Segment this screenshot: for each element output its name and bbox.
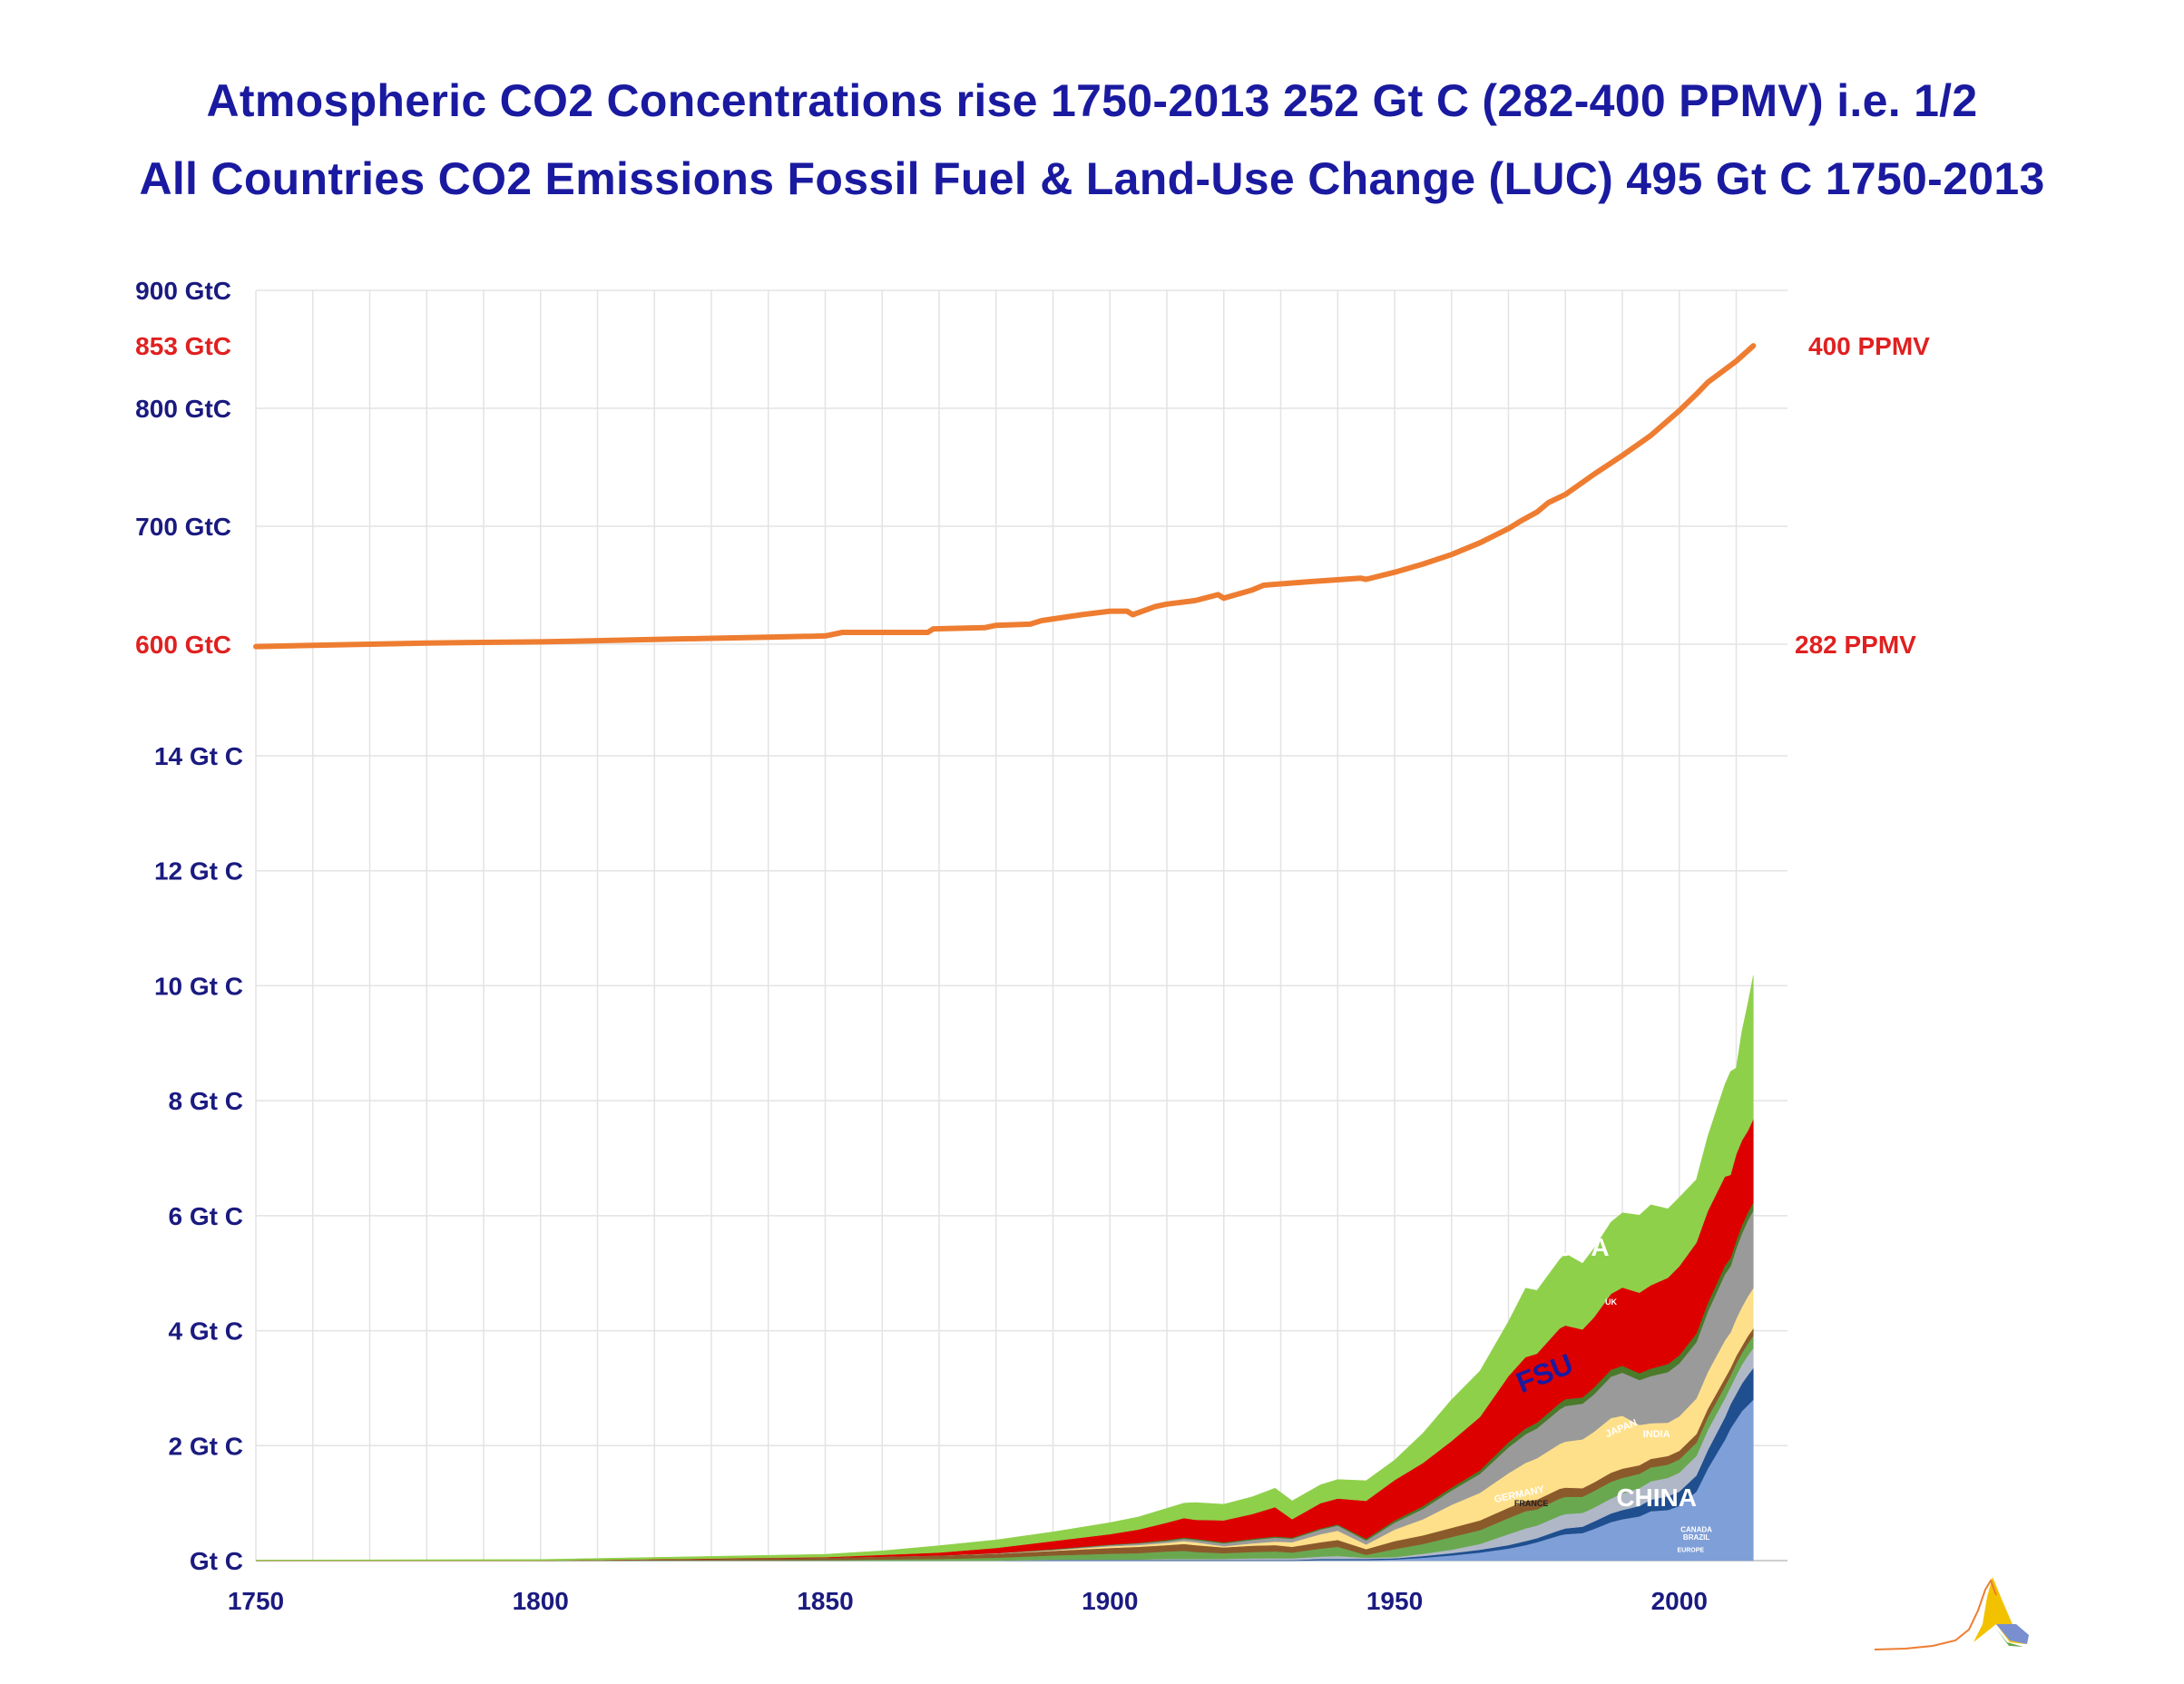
y-tick-label-bottom: 4 Gt C	[169, 1317, 243, 1346]
x-tick-label: 1750	[228, 1587, 284, 1615]
region-label-uk: UK	[1605, 1297, 1617, 1307]
x-tick-label: 1950	[1366, 1587, 1423, 1615]
y-tick-label-bottom: 2 Gt C	[169, 1432, 243, 1460]
y-tick-label-top: 853 GtC	[135, 332, 231, 360]
y-tick-label-bottom: 8 Gt C	[169, 1087, 243, 1115]
region-label-canada: CANADA	[1680, 1525, 1712, 1533]
co2-concentration-line	[253, 343, 1757, 650]
y-tick-label-bottom: 10 Gt C	[154, 972, 243, 1000]
chart-title-line2: All Countries CO2 Emissions Fossil Fuel …	[139, 153, 2045, 204]
y-tick-label-bottom: 6 Gt C	[169, 1202, 243, 1230]
region-label-china: CHINA	[1616, 1483, 1697, 1512]
y-axis-labels: 900 GtC 853 GtC 800 GtC 700 GtC 600 GtC 14 Gt…	[135, 277, 243, 1575]
region-label-usa: USA	[1556, 1233, 1610, 1261]
y-tick-label-top: 600 GtC	[135, 631, 231, 659]
x-tick-label: 1800	[513, 1587, 569, 1615]
chart-title-line1: Atmospheric CO2 Concentrations rise 1750…	[206, 75, 1978, 126]
logo-band-blue	[1996, 1624, 2029, 1644]
area-luc	[255, 974, 1754, 1562]
x-tick-label: 1850	[797, 1587, 853, 1615]
x-tick-label: 2000	[1651, 1587, 1708, 1615]
region-label-france: FRANCE	[1514, 1499, 1549, 1508]
y-tick-label-bottom: 14 Gt C	[154, 742, 243, 770]
logo-band-green	[1996, 1629, 2023, 1647]
y-tick-label-bottom: 12 Gt C	[154, 857, 243, 886]
y-tick-label-top: 800 GtC	[135, 395, 231, 423]
right-axis-labels: 400 PPMV 282 PPMV	[1795, 332, 1930, 659]
y-tick-label-top: 900 GtC	[135, 277, 231, 305]
y-tick-label-bottom: Gt C	[190, 1547, 243, 1575]
region-label-luc: LUC	[1568, 1130, 1621, 1158]
right-axis-label: 400 PPMV	[1808, 332, 1930, 360]
region-label-brazil: BRAZIL	[1683, 1533, 1709, 1542]
logo-curve	[1874, 1578, 1997, 1650]
x-axis-labels: 1750 1800 1850 1900 1950 2000	[228, 1587, 1708, 1615]
x-tick-label: 1900	[1082, 1587, 1138, 1615]
concentration-line	[253, 343, 1757, 650]
right-axis-label: 282 PPMV	[1795, 631, 1916, 659]
region-label-india: INDIA	[1643, 1429, 1670, 1440]
volcano-curve-logo-icon	[1874, 1577, 2029, 1650]
region-label-europe: EUROPE	[1678, 1547, 1705, 1553]
y-tick-label-top: 700 GtC	[135, 513, 231, 541]
emissions-area-layers	[255, 974, 1754, 1562]
